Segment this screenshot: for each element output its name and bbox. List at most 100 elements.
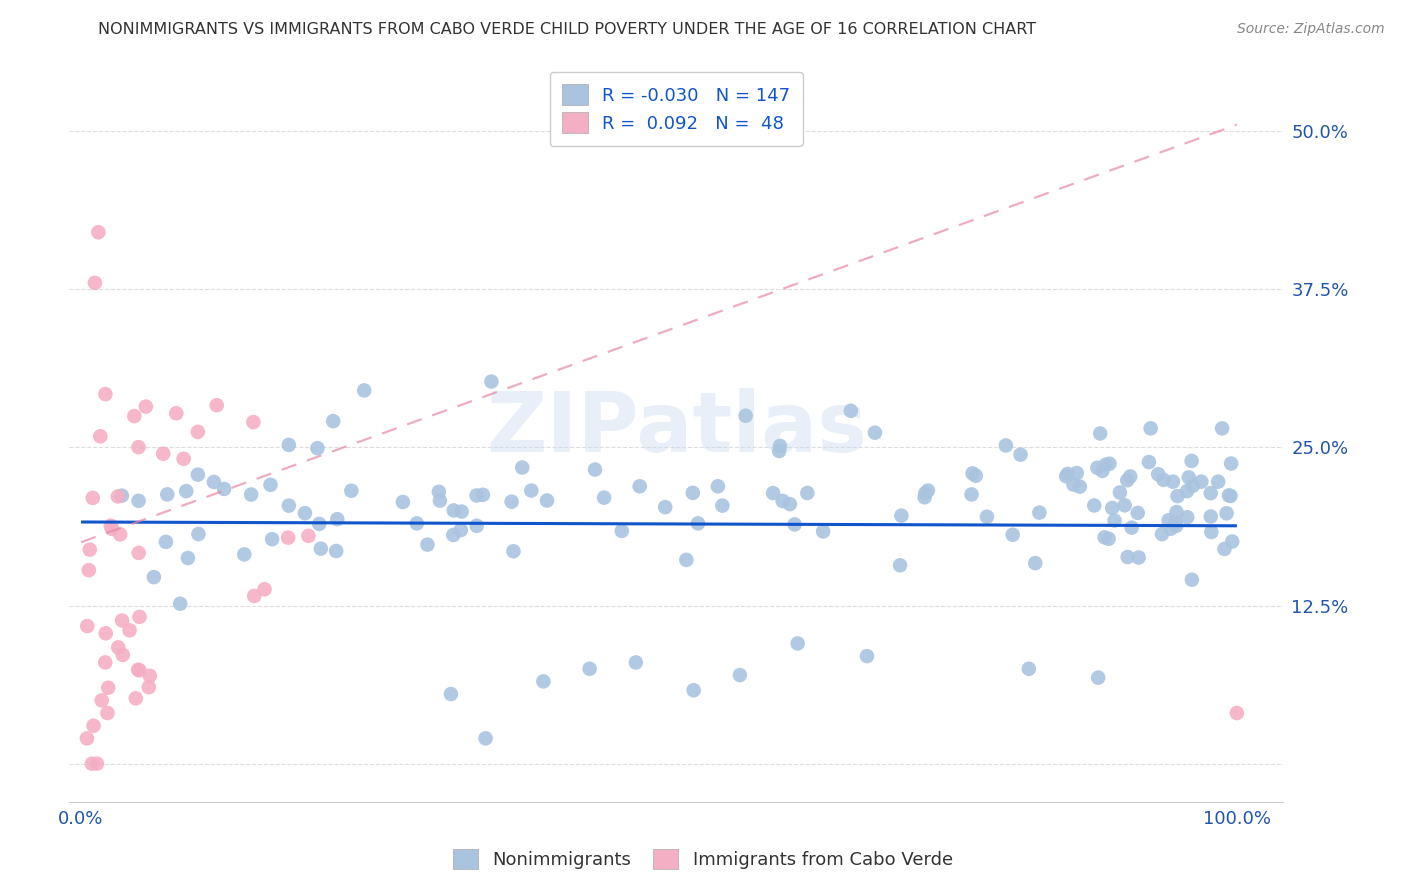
Point	[1175, 484, 1198, 499]
Text: NONIMMIGRANTS VS IMMIGRANTS FROM CABO VERDE CHILD POVERTY UNDER THE AGE OF 16 CO: NONIMMIGRANTS VS IMMIGRANTS FROM CABO VE…	[98, 22, 1036, 37]
Point	[100, 518, 122, 533]
Point	[89, 429, 111, 443]
Point	[1201, 524, 1223, 539]
Point	[101, 522, 124, 536]
Point	[520, 483, 543, 498]
Point	[440, 687, 463, 701]
Point	[139, 669, 162, 683]
Point	[728, 668, 751, 682]
Point	[686, 516, 709, 531]
Point	[125, 691, 148, 706]
Point	[107, 490, 129, 504]
Point	[994, 438, 1017, 452]
Point	[1010, 448, 1032, 462]
Point	[174, 484, 197, 499]
Point	[340, 483, 363, 498]
Point	[308, 516, 330, 531]
Point	[1206, 475, 1229, 489]
Point	[202, 475, 225, 489]
Point	[914, 486, 936, 500]
Point	[1226, 706, 1249, 720]
Point	[76, 731, 98, 746]
Point	[1085, 460, 1108, 475]
Point	[187, 467, 209, 482]
Point	[187, 425, 209, 439]
Point	[87, 225, 110, 239]
Point	[779, 497, 801, 511]
Point	[128, 440, 150, 454]
Point	[965, 468, 987, 483]
Point	[297, 529, 319, 543]
Point	[1062, 477, 1084, 491]
Point	[242, 415, 264, 429]
Point	[917, 483, 939, 498]
Point	[889, 558, 911, 573]
Point	[962, 467, 984, 481]
Point	[243, 589, 266, 603]
Point	[416, 538, 439, 552]
Point	[94, 656, 117, 670]
Point	[111, 648, 134, 662]
Point	[536, 493, 558, 508]
Point	[1083, 499, 1105, 513]
Point	[443, 503, 465, 517]
Point	[960, 487, 983, 501]
Point	[1097, 532, 1119, 546]
Point	[1109, 485, 1132, 500]
Point	[1199, 486, 1222, 500]
Point	[128, 610, 150, 624]
Point	[253, 582, 276, 597]
Point	[863, 425, 886, 440]
Point	[205, 398, 228, 412]
Point	[783, 517, 806, 532]
Point	[610, 524, 633, 538]
Point	[96, 706, 118, 720]
Point	[1018, 662, 1040, 676]
Point	[502, 544, 524, 558]
Point	[1199, 509, 1222, 524]
Point	[479, 375, 502, 389]
Point	[309, 541, 332, 556]
Point	[155, 534, 177, 549]
Point	[212, 482, 235, 496]
Point	[326, 512, 349, 526]
Point	[187, 527, 209, 541]
Point	[173, 451, 195, 466]
Point	[128, 493, 150, 508]
Point	[531, 674, 554, 689]
Point	[1153, 473, 1175, 487]
Point	[510, 460, 533, 475]
Point	[786, 636, 808, 650]
Point	[1218, 488, 1240, 502]
Point	[1215, 506, 1237, 520]
Point	[1101, 500, 1123, 515]
Point	[1139, 421, 1161, 435]
Point	[1116, 473, 1139, 487]
Point	[474, 731, 496, 746]
Point	[1175, 510, 1198, 524]
Point	[1114, 498, 1136, 512]
Point	[294, 506, 316, 520]
Point	[682, 683, 704, 698]
Point	[118, 624, 141, 638]
Point	[427, 484, 450, 499]
Point	[465, 518, 488, 533]
Point	[1181, 573, 1204, 587]
Point	[796, 486, 818, 500]
Point	[84, 276, 107, 290]
Point	[711, 499, 734, 513]
Point	[1166, 519, 1188, 533]
Point	[1189, 475, 1212, 489]
Point	[1091, 464, 1114, 478]
Point	[1126, 506, 1149, 520]
Point	[1166, 505, 1188, 519]
Point	[762, 486, 785, 500]
Point	[277, 531, 299, 545]
Point	[240, 487, 263, 501]
Point	[1066, 466, 1088, 480]
Point	[1001, 527, 1024, 541]
Point	[707, 479, 730, 493]
Point	[675, 553, 697, 567]
Point	[769, 439, 792, 453]
Point	[353, 384, 375, 398]
